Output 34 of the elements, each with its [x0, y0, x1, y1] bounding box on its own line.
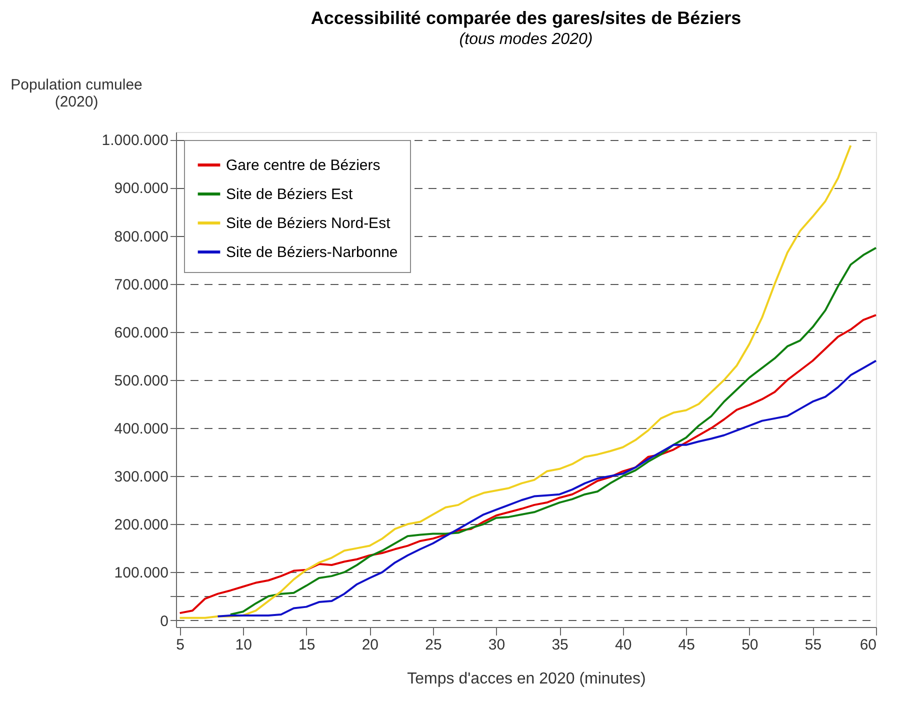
x-tick-label: 10: [235, 636, 252, 654]
y-tick-label: 800.000: [114, 228, 168, 246]
x-tick-label: 15: [298, 636, 316, 654]
x-tick-label: 40: [614, 636, 632, 654]
legend-label: Gare centre de Béziers: [226, 157, 380, 174]
x-tick-label: 45: [678, 636, 695, 654]
y-tick-label: 300.000: [114, 468, 168, 486]
y-tick-label: 900.000: [114, 180, 168, 198]
chart-title: Accessibilité comparée des gares/sites de Béziers: [310, 8, 742, 28]
x-tick-label: 30: [488, 636, 506, 654]
line-series: [178, 314, 877, 614]
x-tick-label: 25: [425, 636, 442, 654]
y-tick-label: 1.000.000: [102, 132, 168, 150]
x-tick-label: 60: [860, 636, 876, 654]
x-tick-label: 5: [176, 636, 184, 654]
line-series: [178, 144, 852, 619]
y-tick-label: 600.000: [114, 324, 168, 342]
legend-label: Site de Béziers-Narbonne: [226, 244, 398, 261]
x-tick-label: 35: [552, 636, 568, 654]
x-axis-title: Temps d'acces en 2020 (minutes): [407, 670, 646, 688]
y-tick-label: 0: [160, 612, 168, 630]
chart-subtitle: (tous modes 2020): [459, 31, 593, 48]
line-series: [216, 360, 877, 618]
x-tick-label: 50: [742, 636, 758, 654]
legend-label: Site de Béziers Est: [226, 186, 354, 203]
x-tick-label: 55: [804, 636, 822, 654]
y-tick-label: 200.000: [114, 516, 168, 534]
x-tick-label: 20: [362, 636, 379, 654]
y-tick-label: 100.000: [114, 564, 168, 582]
legend-label: Site de Béziers Nord-Est: [226, 215, 392, 232]
y-tick-label: 400.000: [114, 420, 168, 438]
y-tick-label: 500.000: [114, 372, 168, 390]
y-tick-label: 700.000: [114, 276, 168, 294]
y-axis-title: Population cumulee (2020): [10, 76, 142, 110]
